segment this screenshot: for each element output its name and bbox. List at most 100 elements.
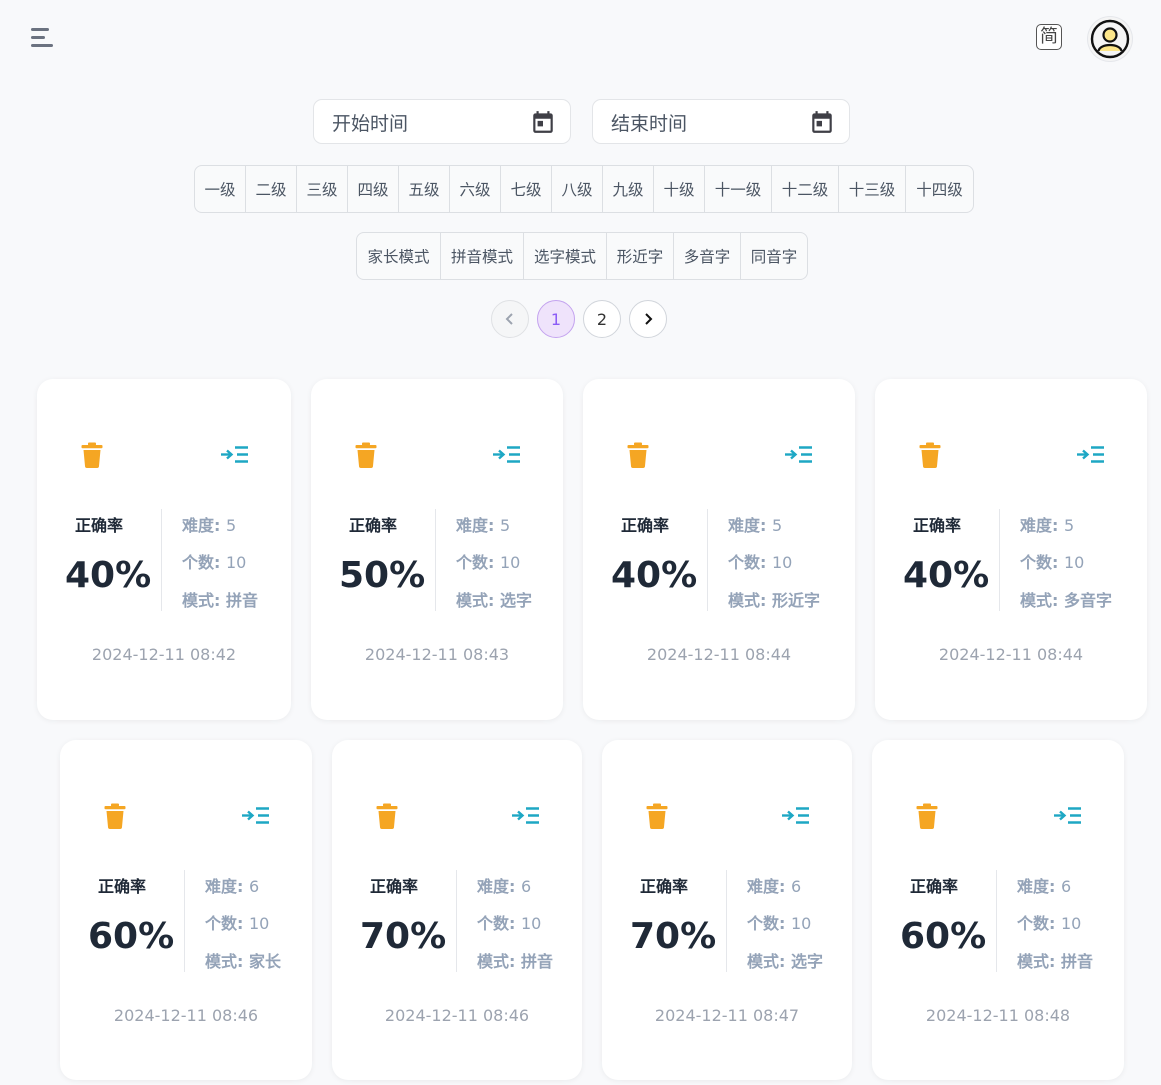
divider	[707, 509, 708, 611]
count-value: 10	[1060, 914, 1082, 933]
start-date-field[interactable]	[313, 99, 571, 144]
divider	[435, 509, 436, 611]
accuracy-value: 60%	[88, 916, 175, 957]
mode-button[interactable]: 形近字	[607, 233, 674, 279]
accuracy-label: 正确率	[75, 516, 124, 535]
record-card[interactable]: 正确率 40% 难度: 5 个数: 10 模式: 多音字 2024-12-11 08:44	[875, 379, 1147, 720]
divider	[726, 870, 727, 972]
indent-icon[interactable]	[512, 807, 540, 824]
difficulty-label: 难度	[1020, 516, 1053, 535]
record-card[interactable]: 正确率 70% 难度: 6 个数: 10 模式: 拼音 2024-12-11 08:46	[332, 740, 582, 1080]
record-card[interactable]: 正确率 40% 难度: 5 个数: 10 模式: 拼音 2024-12-11 08:42	[37, 379, 291, 720]
grade-button[interactable]: 三级	[297, 166, 348, 212]
calendar-icon[interactable]	[530, 109, 556, 135]
count-info: 个数: 10	[747, 914, 812, 933]
divider	[161, 509, 162, 611]
mode-label: 模式	[477, 952, 510, 971]
grade-button[interactable]: 六级	[450, 166, 501, 212]
indent-icon[interactable]	[785, 446, 813, 463]
accuracy-value: 70%	[630, 916, 717, 957]
record-card[interactable]: 正确率 40% 难度: 5 个数: 10 模式: 形近字 2024-12-11 08:44	[583, 379, 855, 720]
trash-icon[interactable]	[646, 803, 668, 829]
timestamp: 2024-12-11 08:48	[925, 1006, 1071, 1025]
indent-icon[interactable]	[782, 807, 810, 824]
mode-value: 选字	[790, 952, 823, 971]
grade-button[interactable]: 二级	[246, 166, 297, 212]
timestamp: 2024-12-11 08:46	[113, 1006, 259, 1025]
divider	[996, 870, 997, 972]
grade-button[interactable]: 四级	[348, 166, 399, 212]
prev-page-button[interactable]	[491, 300, 529, 338]
accuracy-label: 正确率	[349, 516, 398, 535]
trash-icon[interactable]	[919, 442, 941, 468]
mode-button[interactable]: 同音字	[741, 233, 807, 279]
divider	[184, 870, 185, 972]
count-info: 个数: 10	[477, 914, 542, 933]
menu-icon[interactable]	[31, 26, 57, 50]
start-date-input[interactable]	[330, 110, 524, 138]
trash-icon[interactable]	[104, 803, 126, 829]
grade-button[interactable]: 九级	[603, 166, 654, 212]
count-value: 10	[520, 914, 542, 933]
count-value: 10	[1063, 553, 1085, 572]
record-card[interactable]: 正确率 50% 难度: 5 个数: 10 模式: 选字 2024-12-11 08:43	[311, 379, 563, 720]
mode-label: 模式	[456, 591, 489, 610]
trash-icon[interactable]	[627, 442, 649, 468]
timestamp: 2024-12-11 08:47	[654, 1006, 800, 1025]
count-label: 个数	[205, 914, 238, 933]
count-label: 个数	[1020, 553, 1053, 572]
trash-icon[interactable]	[81, 442, 103, 468]
difficulty-label: 难度	[747, 877, 780, 896]
record-card[interactable]: 正确率 70% 难度: 6 个数: 10 模式: 选字 2024-12-11 08:47	[602, 740, 852, 1080]
count-info: 个数: 10	[456, 553, 521, 572]
accuracy-value: 70%	[360, 916, 447, 957]
pagination: 1 2	[491, 300, 667, 338]
grade-button[interactable]: 一级	[195, 166, 246, 212]
indent-icon[interactable]	[221, 446, 249, 463]
grade-button[interactable]: 十三级	[839, 166, 906, 212]
indent-icon[interactable]	[242, 807, 270, 824]
avatar[interactable]	[1088, 17, 1132, 61]
difficulty-label: 难度	[1017, 877, 1050, 896]
trash-icon[interactable]	[376, 803, 398, 829]
count-value: 10	[790, 914, 812, 933]
count-value: 10	[225, 553, 247, 572]
difficulty-value: 6	[520, 877, 532, 896]
mode-label: 模式	[1017, 952, 1050, 971]
mode-button[interactable]: 选字模式	[524, 233, 607, 279]
count-info: 个数: 10	[182, 553, 247, 572]
indent-icon[interactable]	[1054, 807, 1082, 824]
page-button-1[interactable]: 1	[537, 300, 575, 338]
record-card[interactable]: 正确率 60% 难度: 6 个数: 10 模式: 拼音 2024-12-11 08:48	[872, 740, 1124, 1080]
mode-button[interactable]: 多音字	[674, 233, 741, 279]
end-date-field[interactable]	[592, 99, 850, 144]
grade-button[interactable]: 十二级	[772, 166, 839, 212]
record-card[interactable]: 正确率 60% 难度: 6 个数: 10 模式: 家长 2024-12-11 08:46	[60, 740, 312, 1080]
mode-button[interactable]: 家长模式	[357, 233, 441, 279]
page-button-2[interactable]: 2	[583, 300, 621, 338]
count-label: 个数	[728, 553, 761, 572]
calendar-icon[interactable]	[809, 109, 835, 135]
chevron-right-icon	[645, 313, 653, 325]
indent-icon[interactable]	[493, 446, 521, 463]
count-info: 个数: 10	[205, 914, 270, 933]
count-label: 个数	[747, 914, 780, 933]
mode-value: 家长	[248, 952, 281, 971]
grade-button[interactable]: 十四级	[906, 166, 973, 212]
trash-icon[interactable]	[916, 803, 938, 829]
accuracy-value: 50%	[339, 555, 426, 596]
grade-button[interactable]: 五级	[399, 166, 450, 212]
grade-button[interactable]: 七级	[501, 166, 552, 212]
accuracy-label: 正确率	[910, 877, 959, 896]
grade-button[interactable]: 十级	[654, 166, 705, 212]
grade-button[interactable]: 十一级	[705, 166, 772, 212]
indent-icon[interactable]	[1077, 446, 1105, 463]
next-page-button[interactable]	[629, 300, 667, 338]
mode-filter-group: 家长模式 拼音模式 选字模式 形近字 多音字 同音字	[356, 232, 808, 280]
difficulty-value: 6	[1060, 877, 1072, 896]
mode-button[interactable]: 拼音模式	[441, 233, 524, 279]
trash-icon[interactable]	[355, 442, 377, 468]
grade-button[interactable]: 八级	[552, 166, 603, 212]
end-date-input[interactable]	[609, 110, 803, 138]
language-toggle-button[interactable]: 简	[1036, 24, 1062, 50]
